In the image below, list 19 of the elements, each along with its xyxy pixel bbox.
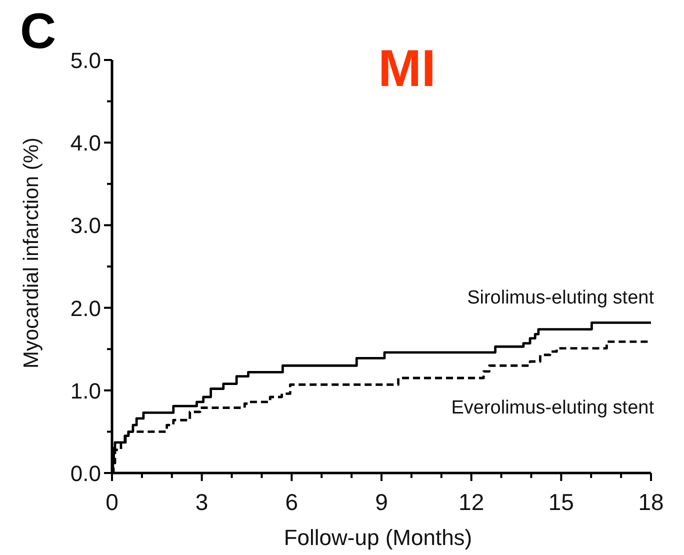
text: C (20, 3, 56, 59)
y-tick-label: 4.0 (70, 130, 101, 156)
x-tick-label: 3 (195, 489, 208, 515)
y-tick-label: 2.0 (70, 296, 101, 321)
x-tick-label: 15 (548, 489, 574, 515)
chart-title: MI (378, 40, 436, 98)
x-tick-label: 18 (638, 489, 664, 515)
y-axis-title: Myocardial infarction (%) (20, 137, 43, 369)
y-tick-label: 0.0 (70, 461, 101, 486)
y-tick-label: 5.0 (70, 48, 101, 73)
y-tick-label: 1.0 (70, 378, 101, 404)
series-label: Everolimus-eluting stent (451, 398, 655, 419)
x-tick-label: 12 (458, 489, 484, 515)
y-tick-label: 3.0 (70, 213, 101, 238)
x-tick-label: 0 (106, 489, 118, 515)
x-axis-title: Follow-up (Months) (284, 525, 472, 550)
series-label: Sirolimus-eluting stent (467, 288, 655, 309)
x-tick-label: 9 (375, 489, 388, 515)
x-tick-label: 6 (285, 489, 298, 515)
